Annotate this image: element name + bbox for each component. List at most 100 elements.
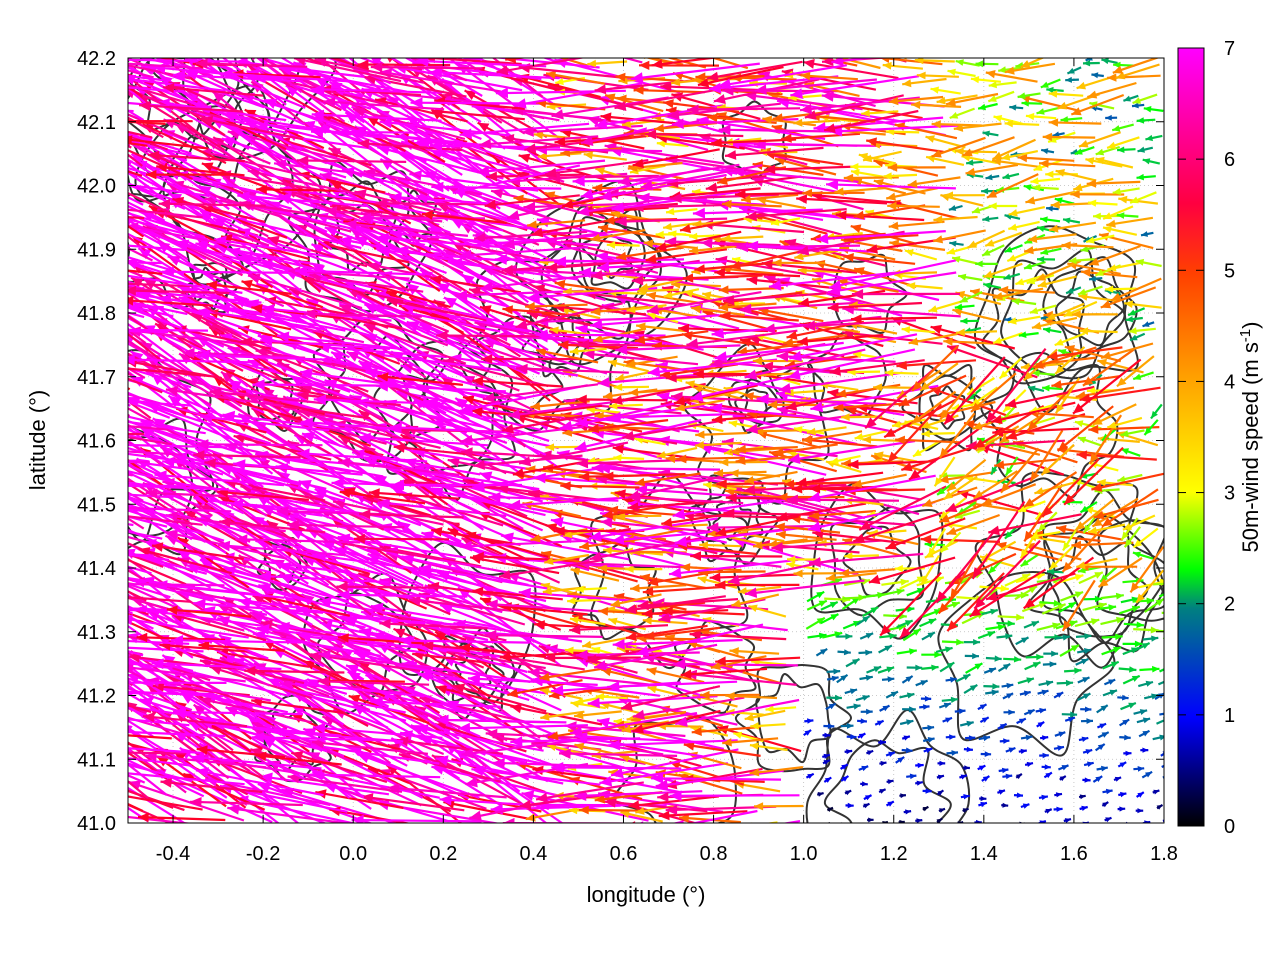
wind-vector <box>1044 808 1053 814</box>
wind-vector <box>1116 212 1139 219</box>
wind-vector <box>1024 761 1034 767</box>
wind-vector <box>1036 256 1056 263</box>
wind-vector <box>1126 821 1129 823</box>
wind-vector <box>899 793 907 799</box>
wind-vector <box>1013 792 1024 798</box>
wind-vector <box>128 779 149 799</box>
wind-vector <box>316 44 446 55</box>
wind-vector <box>518 587 649 603</box>
wind-vector <box>1061 711 1078 718</box>
wind-vector <box>947 68 976 78</box>
wind-vector <box>166 605 252 618</box>
wind-vector <box>981 775 990 782</box>
wind-vector <box>1055 169 1097 182</box>
wind-vector <box>981 608 999 616</box>
wind-vector <box>1018 821 1025 823</box>
wind-vector <box>816 792 824 797</box>
wind-vector <box>1144 597 1164 613</box>
wind-vector <box>1002 692 1014 700</box>
wind-vector <box>1138 729 1151 738</box>
wind-vector <box>806 590 825 603</box>
wind-vector <box>919 704 930 710</box>
wind-vector <box>258 571 389 584</box>
wind-vector <box>128 611 133 615</box>
colorbar-label: 50m-wind speed (m s-1) <box>1237 322 1263 553</box>
wind-vector <box>128 608 168 613</box>
wind-vector <box>1076 557 1118 570</box>
wind-vector <box>997 613 1025 621</box>
wind-vector <box>1078 736 1089 742</box>
wind-vector <box>985 689 999 696</box>
wind-vector <box>887 201 940 211</box>
wind-vector <box>370 696 501 708</box>
wind-vector <box>128 502 207 543</box>
y-tick-label: 41.2 <box>77 686 116 708</box>
wind-vector <box>963 683 978 695</box>
wind-vector <box>1003 709 1015 716</box>
wind-vector <box>1024 661 1041 671</box>
wind-vector <box>1065 76 1079 83</box>
wind-vector <box>901 675 914 684</box>
wind-vector <box>381 0 483 56</box>
wind-vector <box>128 87 174 111</box>
wind-vector <box>1123 621 1145 629</box>
wind-vector <box>915 818 923 823</box>
wind-vector <box>643 626 720 641</box>
wind-vector <box>1083 761 1094 767</box>
wind-vector <box>895 756 905 764</box>
wind-vector <box>915 780 923 786</box>
wind-vector <box>862 802 870 809</box>
wind-vector <box>0 732 123 743</box>
wind-vector <box>673 658 798 670</box>
wind-vector <box>128 496 193 541</box>
wind-vector <box>992 332 1023 345</box>
wind-vector <box>896 648 917 655</box>
wind-vector <box>380 0 460 52</box>
wind-vector <box>1008 206 1046 217</box>
wind-vector <box>128 530 163 540</box>
wind-vector <box>639 573 706 589</box>
wind-vector <box>946 750 959 756</box>
wind-vector <box>1135 791 1145 798</box>
wind-vector <box>823 776 832 783</box>
terrain-contour <box>128 58 259 164</box>
wind-vector <box>1046 568 1064 575</box>
wind-vector <box>1080 718 1094 724</box>
wind-vector <box>128 806 149 823</box>
wind-vector <box>1082 748 1093 755</box>
wind-vector <box>1139 665 1160 673</box>
wind-vector <box>498 558 604 580</box>
wind-vector <box>886 779 894 785</box>
wind-vector <box>902 627 922 642</box>
wind-vector <box>1003 656 1022 663</box>
wind-vector <box>858 765 869 772</box>
wind-vector <box>128 620 164 639</box>
wind-vector <box>168 0 262 52</box>
wind-vector <box>977 102 998 111</box>
wind-vector <box>575 585 607 593</box>
wind-vector <box>737 585 782 595</box>
wind-vector <box>879 704 891 712</box>
wind-vector <box>128 583 171 599</box>
x-tick-label: 1.6 <box>1060 843 1088 865</box>
wind-vector <box>1009 104 1024 111</box>
wind-vector <box>878 644 893 654</box>
wind-vector <box>1096 704 1109 714</box>
wind-vector <box>906 773 917 780</box>
wind-vector <box>435 755 564 785</box>
wind-vector <box>866 665 882 674</box>
wind-vector <box>840 722 854 729</box>
wind-vector <box>662 606 745 616</box>
wind-vector <box>665 207 698 216</box>
wind-vector <box>1020 803 1030 809</box>
wind-vector <box>1004 822 1005 823</box>
wind-vector <box>844 749 853 755</box>
wind-vector <box>1036 720 1045 728</box>
wind-vector <box>957 48 984 56</box>
wind-vector <box>540 710 585 721</box>
wind-vector <box>962 807 970 813</box>
wind-vector <box>151 658 282 671</box>
wind-vector <box>1019 690 1031 697</box>
wind-vector <box>128 795 203 811</box>
wind-vector <box>198 641 285 652</box>
